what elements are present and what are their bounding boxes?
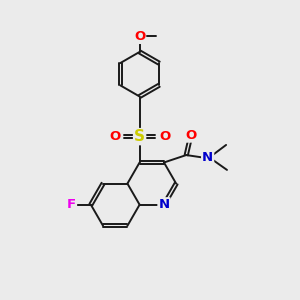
Text: F: F xyxy=(67,198,76,211)
Text: S: S xyxy=(134,129,145,144)
Text: O: O xyxy=(159,130,170,143)
Text: N: N xyxy=(202,151,213,164)
Text: O: O xyxy=(134,30,145,43)
Text: O: O xyxy=(109,130,120,143)
Text: N: N xyxy=(158,198,169,211)
Text: O: O xyxy=(185,129,197,142)
